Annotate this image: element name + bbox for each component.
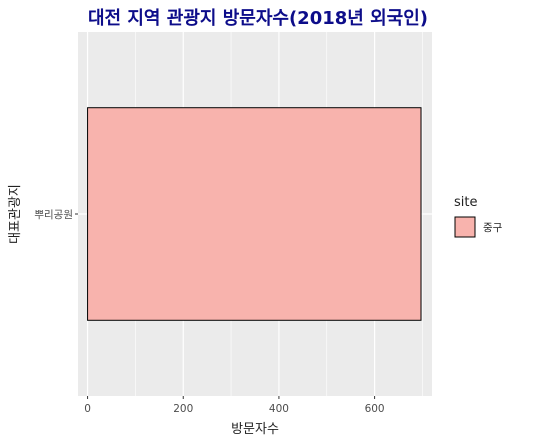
bars [87, 107, 422, 321]
legend: site 중구 [454, 195, 503, 238]
bar [87, 107, 422, 321]
x-tick-label: 0 [84, 403, 91, 415]
x-axis-ticks: 0 200 400 600 [84, 396, 385, 415]
y-axis-title: 대표관광지 [8, 184, 23, 244]
chart-title: 대전 지역 관광지 방문자수(2018년 외국인) [88, 8, 428, 29]
x-tick-label: 200 [173, 403, 193, 415]
y-axis-ticks: 뿌리공원 [34, 209, 78, 221]
x-tick-label: 400 [269, 403, 289, 415]
legend-title: site [454, 195, 477, 210]
legend-swatch [454, 216, 476, 238]
legend-items: 중구 [454, 216, 503, 238]
x-tick-label: 600 [365, 403, 385, 415]
legend-label: 중구 [483, 222, 503, 234]
x-axis-title: 방문자수 [231, 422, 279, 437]
y-tick-label: 뿌리공원 [34, 209, 73, 221]
